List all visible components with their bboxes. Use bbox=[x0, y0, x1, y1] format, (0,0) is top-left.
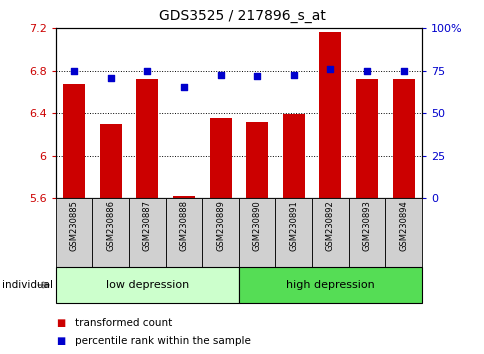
Text: GSM230885: GSM230885 bbox=[69, 200, 78, 251]
Text: GSM230892: GSM230892 bbox=[325, 200, 334, 251]
Point bbox=[326, 66, 333, 72]
Text: GDS3525 / 217896_s_at: GDS3525 / 217896_s_at bbox=[159, 9, 325, 23]
Text: low depression: low depression bbox=[106, 280, 189, 290]
Point bbox=[363, 68, 370, 74]
Bar bbox=[166, 198, 202, 267]
Bar bbox=[56, 198, 92, 267]
Text: GSM230888: GSM230888 bbox=[179, 200, 188, 251]
Bar bbox=[239, 198, 275, 267]
Bar bbox=[209, 118, 231, 198]
Text: GSM230890: GSM230890 bbox=[252, 200, 261, 251]
Text: individual: individual bbox=[2, 280, 53, 290]
Text: GSM230889: GSM230889 bbox=[215, 200, 225, 251]
Text: GSM230891: GSM230891 bbox=[288, 200, 298, 251]
Bar bbox=[319, 32, 341, 198]
Text: GSM230893: GSM230893 bbox=[362, 200, 371, 251]
Point bbox=[399, 68, 407, 74]
Bar bbox=[275, 198, 312, 267]
Bar bbox=[392, 79, 414, 198]
Point bbox=[180, 84, 187, 90]
Bar bbox=[63, 84, 85, 198]
Text: GSM230886: GSM230886 bbox=[106, 200, 115, 251]
Text: ■: ■ bbox=[56, 318, 65, 328]
Text: GSM230887: GSM230887 bbox=[142, 200, 151, 251]
Text: GSM230894: GSM230894 bbox=[398, 200, 408, 251]
Bar bbox=[312, 198, 348, 267]
Text: percentile rank within the sample: percentile rank within the sample bbox=[75, 336, 251, 346]
Bar bbox=[348, 198, 385, 267]
Text: high depression: high depression bbox=[286, 280, 374, 290]
Point bbox=[216, 72, 224, 78]
Bar bbox=[384, 198, 421, 267]
Point bbox=[289, 72, 297, 78]
Bar bbox=[100, 124, 121, 198]
Point bbox=[70, 68, 78, 74]
Bar bbox=[202, 198, 239, 267]
Point bbox=[143, 68, 151, 74]
Bar bbox=[239, 267, 421, 303]
Text: ■: ■ bbox=[56, 336, 65, 346]
Bar bbox=[92, 198, 129, 267]
Bar bbox=[129, 198, 166, 267]
Bar bbox=[136, 79, 158, 198]
Bar bbox=[355, 79, 377, 198]
Point bbox=[253, 73, 260, 79]
Text: transformed count: transformed count bbox=[75, 318, 172, 328]
Bar bbox=[56, 267, 239, 303]
Point bbox=[106, 75, 114, 81]
Bar bbox=[246, 122, 268, 198]
Bar bbox=[282, 114, 304, 198]
Bar bbox=[173, 196, 195, 198]
